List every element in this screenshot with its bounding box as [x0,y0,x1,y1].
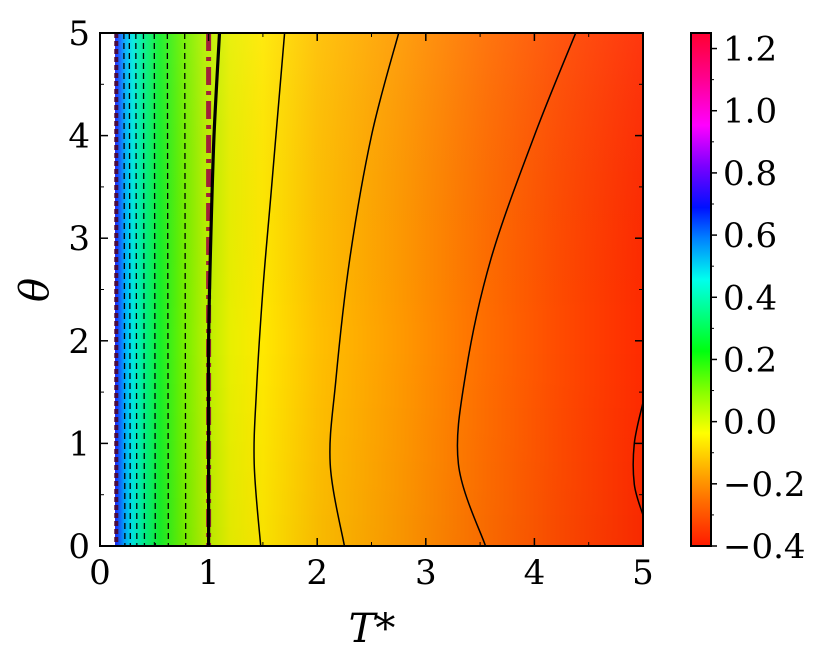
dashed-contour-line [135,33,138,546]
colorbar-tick-label: −0.4 [723,527,806,567]
dashed-contour-line [123,33,126,546]
x-tick-label: 2 [306,553,328,593]
y-tick-label: 4 [68,117,90,157]
colorbar-tick-label: 0.6 [723,216,777,256]
y-axis-title: θ [12,278,58,302]
heatmap-plot [100,33,643,546]
dashed-contour-line [128,33,131,546]
x-axis-title: T* [349,606,396,652]
contour-line [253,33,286,546]
colorbar-tick-label: −0.2 [723,465,806,505]
x-tick-label: 1 [198,553,220,593]
y-tick-label: 3 [68,219,90,259]
x-tick-label: 5 [632,553,654,593]
x-tick-label: 0 [89,553,111,593]
left-blank-strip [100,33,115,546]
dashed-contour-line [184,33,187,546]
colorbar-ticks: 1.2 1.0 0.8 0.6 0.4 0.2 0.0 −0.2 −0.4 [711,30,806,567]
y-tick-label: 5 [68,14,90,54]
dashed-contour-line [166,33,169,546]
colorbar-tick-label: 0.8 [723,154,777,194]
y-axis-ticks: 0 1 2 3 4 5 [68,14,643,567]
colorbar-tick-label: 1.0 [723,92,777,132]
dashed-contour-line [153,33,156,546]
colorbar-tick-label: 0.0 [723,403,777,443]
y-tick-label: 2 [68,322,90,362]
zero-contour [206,33,222,546]
dashed-contour-line [142,33,146,546]
colorbar-tick-label: 0.4 [723,278,777,318]
x-axis-ticks: 0 1 2 3 4 5 [89,33,654,593]
contour-line [632,402,643,516]
colorbar-tick-label: 1.2 [723,30,777,70]
y-tick-label: 1 [68,424,90,464]
colorbar-gradient [691,33,711,546]
dashed-contours [114,33,187,546]
x-tick-label: 3 [415,553,437,593]
heatmap-shading [100,33,643,546]
x-tick-label: 4 [524,553,546,593]
solid-contours [253,33,643,546]
colorbar-tick-label: 0.2 [723,340,777,380]
contour-line [456,33,577,546]
colorbar: 1.2 1.0 0.8 0.6 0.4 0.2 0.0 −0.2 −0.4 [690,30,806,567]
colorbar-frame [690,32,712,547]
y-tick-label: 0 [68,527,90,567]
contour-line [329,33,400,546]
